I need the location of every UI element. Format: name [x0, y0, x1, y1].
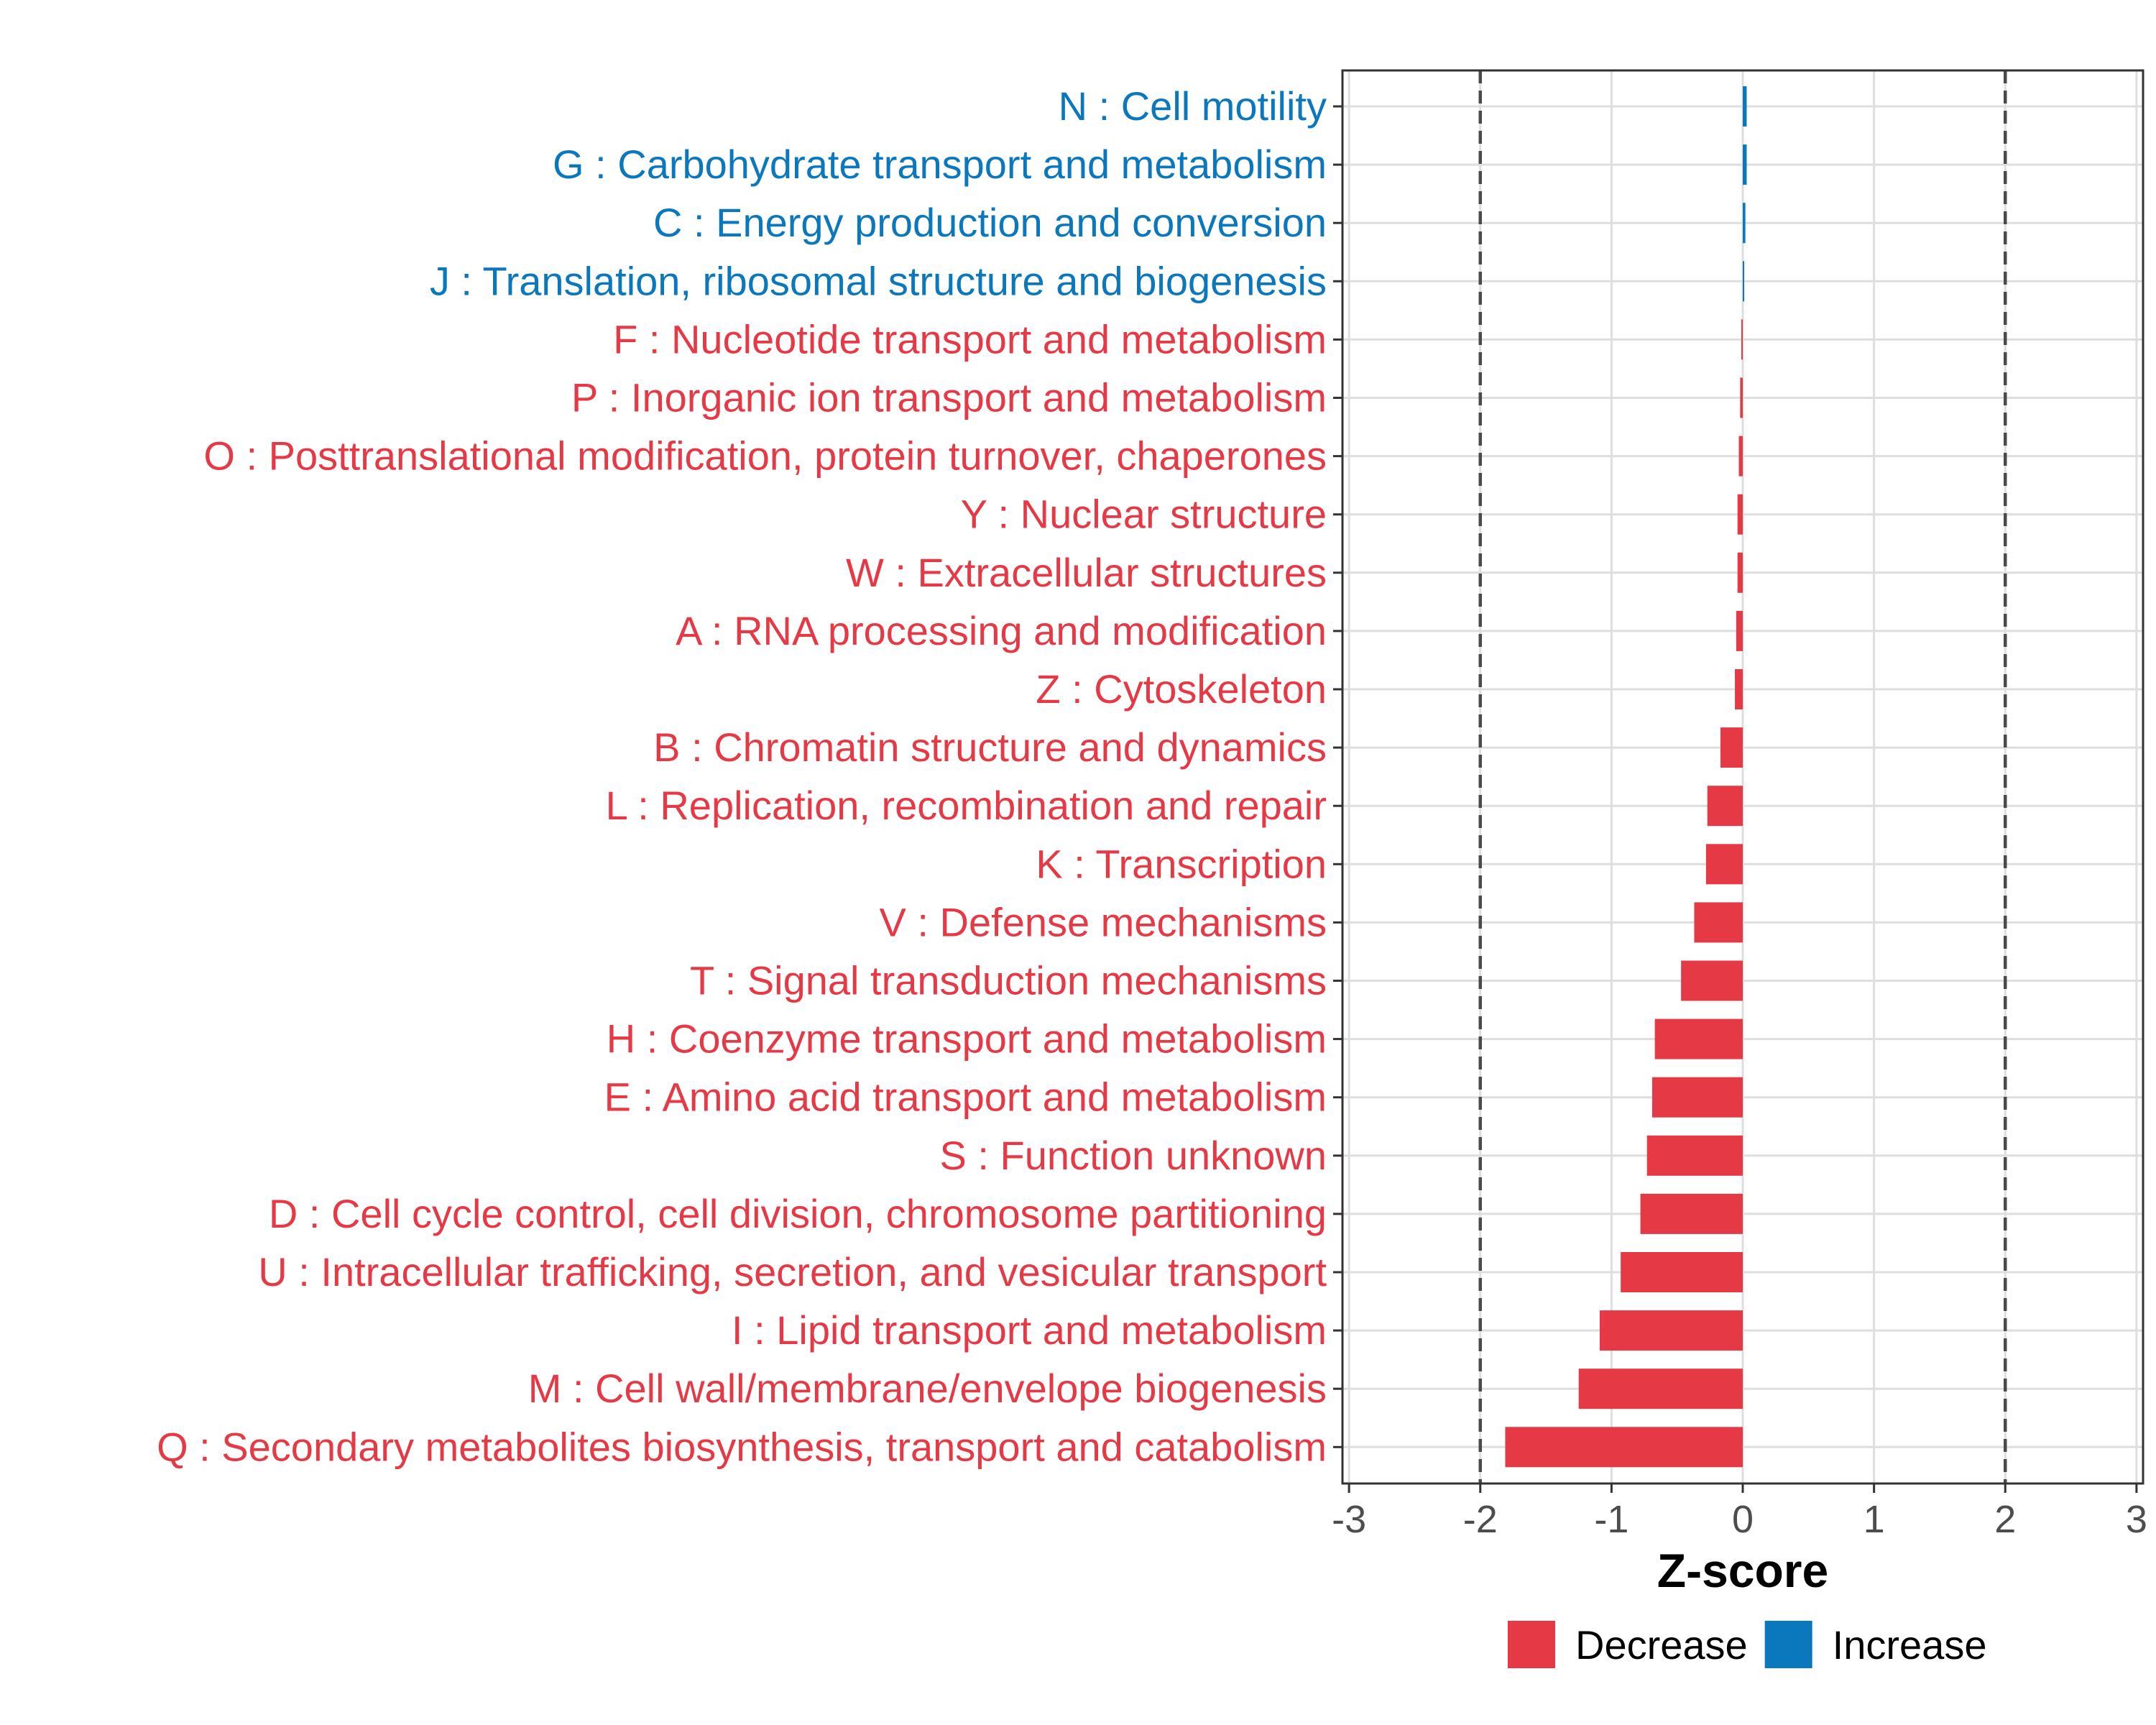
- category-label: U : Intracellular trafficking, secretion…: [258, 1249, 1327, 1294]
- category-label: F : Nucleotide transport and metabolism: [613, 316, 1327, 362]
- bar: [1735, 669, 1743, 709]
- category-label: L : Replication, recombination and repai…: [606, 783, 1327, 828]
- bar: [1738, 436, 1743, 477]
- category-label: E : Amino acid transport and metabolism: [604, 1075, 1327, 1120]
- bar: [1737, 552, 1743, 593]
- category-label: W : Extracellular structures: [846, 550, 1327, 595]
- bar: [1599, 1310, 1743, 1351]
- x-axis-title: Z-score: [1657, 1544, 1828, 1597]
- x-tick-label: -3: [1332, 1498, 1366, 1541]
- bar: [1740, 377, 1743, 418]
- x-tick-label: -1: [1594, 1498, 1628, 1541]
- legend: Decrease Increase: [1508, 1621, 1986, 1668]
- x-tick-label: 2: [1994, 1498, 2016, 1541]
- bars: [1505, 86, 1747, 1468]
- legend-swatch: [1508, 1621, 1555, 1668]
- category-label: D : Cell cycle control, cell division, c…: [269, 1191, 1327, 1236]
- category-label: Q : Secondary metabolites biosynthesis, …: [157, 1424, 1327, 1469]
- category-label: P : Inorganic ion transport and metaboli…: [571, 375, 1327, 420]
- bar: [1737, 494, 1743, 535]
- category-label: C : Energy production and conversion: [653, 200, 1327, 245]
- category-label: O : Posttranslational modification, prot…: [203, 433, 1327, 479]
- bar: [1578, 1368, 1743, 1409]
- x-tick-label: 0: [1732, 1498, 1754, 1541]
- category-label: M : Cell wall/membrane/envelope biogenes…: [528, 1366, 1327, 1411]
- x-tick-label: -2: [1463, 1498, 1498, 1541]
- legend-label: Increase: [1833, 1622, 1987, 1668]
- bar: [1743, 261, 1744, 302]
- bar: [1681, 960, 1743, 1001]
- bar: [1505, 1427, 1743, 1468]
- x-tick-label: 1: [1864, 1498, 1885, 1541]
- category-label: I : Lipid transport and metabolism: [732, 1307, 1327, 1353]
- x-tick-label: 3: [2126, 1498, 2147, 1541]
- legend-swatch: [1764, 1621, 1812, 1668]
- bar: [1651, 1077, 1743, 1118]
- bar: [1743, 203, 1746, 244]
- bar: [1694, 902, 1743, 943]
- bar: [1736, 610, 1743, 651]
- category-label: Y : Nuclear structure: [961, 492, 1327, 537]
- category-label: G : Carbohydrate transport and metabolis…: [553, 142, 1327, 187]
- bar: [1705, 844, 1743, 885]
- bar: [1646, 1135, 1743, 1176]
- y-axis-category-labels: N : Cell motility G : Carbohydrate transp…: [157, 83, 1327, 1469]
- bar: [1743, 86, 1747, 126]
- bar: [1621, 1252, 1743, 1292]
- bar: [1741, 319, 1743, 360]
- category-label: Z : Cytoskeleton: [1036, 666, 1327, 712]
- category-label: T : Signal transduction mechanisms: [690, 958, 1327, 1003]
- bar: [1707, 786, 1743, 827]
- category-label: V : Defense mechanisms: [880, 899, 1327, 944]
- category-label: J : Translation, ribosomal structure and…: [430, 258, 1327, 303]
- category-label: A : RNA processing and modification: [676, 608, 1327, 653]
- bar: [1640, 1193, 1743, 1234]
- category-label: K : Transcription: [1036, 841, 1327, 886]
- bar: [1743, 144, 1747, 185]
- category-label: N : Cell motility: [1059, 83, 1327, 129]
- reference-lines: [1478, 70, 2007, 1484]
- bar: [1720, 727, 1743, 768]
- x-axis-ticks: -3 -2 -1 0 1 2 3: [1332, 1484, 2147, 1541]
- y-axis-ticks: [1333, 105, 1342, 1448]
- category-label: B : Chromatin structure and dynamics: [653, 724, 1327, 770]
- legend-label: Decrease: [1575, 1622, 1748, 1668]
- category-label: H : Coenzyme transport and metabolism: [607, 1016, 1327, 1062]
- category-label: S : Function unknown: [939, 1133, 1327, 1178]
- bar: [1654, 1018, 1743, 1059]
